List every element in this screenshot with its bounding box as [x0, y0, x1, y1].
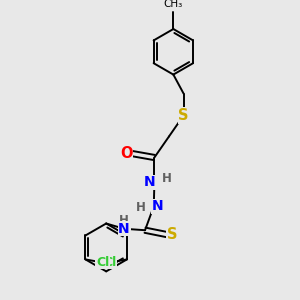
- Text: S: S: [167, 227, 177, 242]
- Text: N: N: [118, 222, 130, 236]
- Text: H: H: [119, 214, 129, 227]
- Text: H: H: [136, 201, 146, 214]
- Text: Cl: Cl: [96, 256, 109, 269]
- Text: CH₃: CH₃: [164, 0, 183, 9]
- Text: H: H: [162, 172, 172, 185]
- Text: Cl: Cl: [103, 256, 116, 269]
- Text: N: N: [144, 175, 156, 189]
- Text: N: N: [152, 199, 163, 213]
- Text: S: S: [178, 108, 189, 123]
- Text: O: O: [120, 146, 132, 160]
